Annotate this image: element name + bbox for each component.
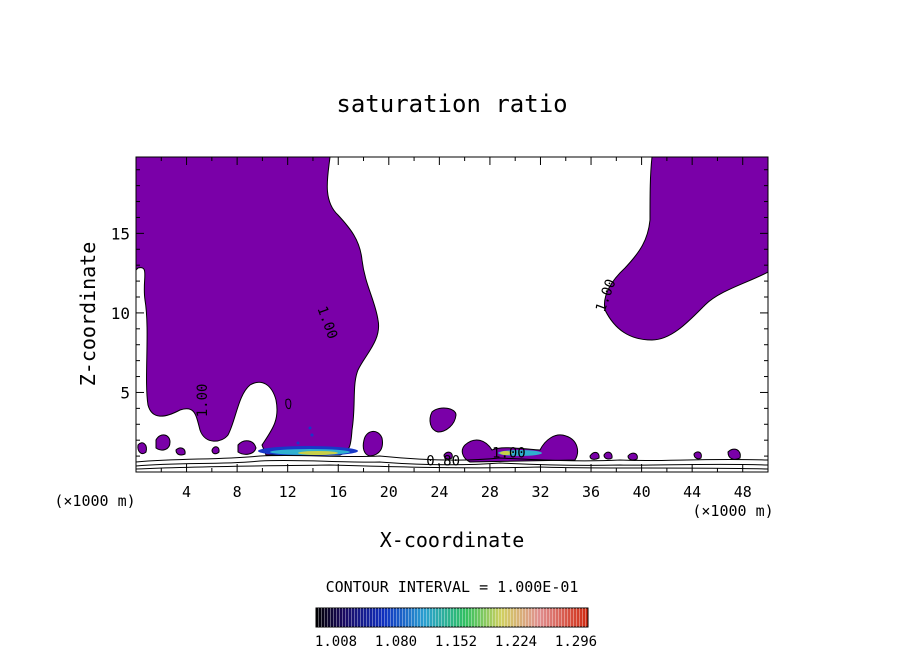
x-tick-label: 20 — [380, 483, 398, 501]
supersaturated-blob — [429, 407, 457, 433]
supersaturated-blob — [693, 451, 702, 460]
supersaturated-blob — [627, 452, 638, 461]
contour-interval-text: CONTOUR INTERVAL = 1.000E-01 — [326, 578, 579, 596]
supersaturated-blob — [237, 440, 257, 455]
x-tick-label: 24 — [430, 483, 448, 501]
contour-label: 1.00 — [492, 446, 526, 462]
supersaturated-blob — [285, 398, 292, 410]
x-tick-label: 28 — [481, 483, 499, 501]
y-tick-label: 5 — [120, 383, 130, 402]
x-tick-label: 48 — [734, 483, 752, 501]
x-tick-label: 4 — [182, 483, 191, 501]
supersaturated-blob — [443, 451, 453, 460]
high-saturation-dot — [296, 441, 300, 445]
supersaturated-blob — [461, 434, 579, 463]
x-tick-label: 8 — [233, 483, 242, 501]
colorbar-tick-label: 1.008 — [315, 634, 357, 650]
x-tick-label: 36 — [582, 483, 600, 501]
colorbar-tick-label: 1.296 — [555, 634, 597, 650]
colorbar — [315, 607, 589, 628]
high-saturation-core — [500, 451, 512, 455]
supersaturated-blob — [155, 434, 171, 451]
supersaturated-blob — [589, 451, 600, 460]
x-axis-title: X-coordinate — [380, 528, 525, 552]
contour-label: 1.00 — [195, 384, 211, 418]
supersaturated-blob — [137, 442, 147, 455]
x-axis: 4 8 12 16 20 24 28 32 36 40 44 48 — [160, 157, 752, 501]
y-tick-label: 10 — [111, 304, 130, 323]
high-saturation-dot — [310, 433, 314, 437]
x-unit-label-right: (×1000 m) — [692, 502, 773, 520]
supersaturated-blob — [175, 447, 186, 456]
x-tick-label: 16 — [329, 483, 347, 501]
supersaturated-region-left — [136, 157, 380, 456]
plot-area-fill — [136, 157, 768, 470]
colorbar-tick-label: 1.080 — [375, 634, 417, 650]
colorbar-stripes — [316, 608, 588, 627]
contour-label: 0.80 — [426, 454, 460, 470]
y-axis: 5 10 15 — [111, 169, 768, 457]
x-tick-label: 12 — [279, 483, 297, 501]
high-saturation-core — [298, 451, 338, 455]
chart-title: saturation ratio — [336, 90, 567, 118]
colorbar-tick-label: 1.152 — [435, 634, 477, 650]
y-axis-title: Z-coordinate — [76, 242, 100, 387]
colorbar-tick-label: 1.224 — [495, 634, 537, 650]
supersaturated-region-right — [603, 157, 768, 341]
x-tick-label: 40 — [633, 483, 651, 501]
supersaturated-blob — [362, 431, 383, 457]
supersaturated-blob — [211, 446, 220, 455]
supersaturated-blob — [727, 448, 741, 460]
y-tick-label: 15 — [111, 224, 130, 243]
plot-frame — [135, 156, 769, 473]
contour-line — [136, 454, 768, 463]
x-tick-label: 44 — [683, 483, 701, 501]
high-saturation-dot — [308, 426, 312, 430]
colorbar-labels: 1.008 1.080 1.152 1.224 1.296 — [315, 634, 597, 650]
supersaturated-blob — [603, 451, 613, 460]
x-tick-label: 32 — [531, 483, 549, 501]
contour-line — [136, 459, 768, 467]
x-unit-label-left: (×1000 m) — [54, 492, 135, 510]
